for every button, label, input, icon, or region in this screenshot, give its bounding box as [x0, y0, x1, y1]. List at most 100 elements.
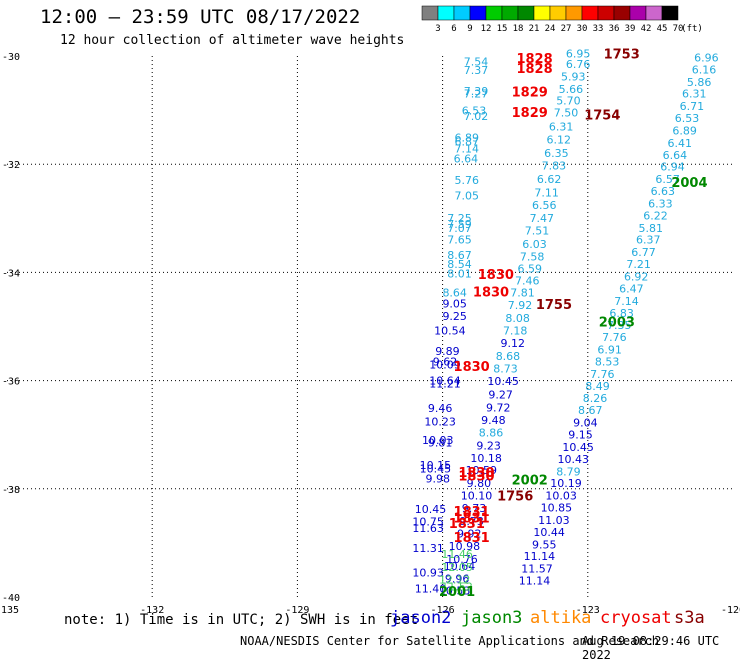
legend-altika: altika: [530, 608, 592, 628]
wave-height-value: 9.73: [459, 515, 484, 528]
colorbar-swatch: [549, 5, 567, 21]
wave-height-value: 10.45: [415, 503, 447, 516]
wave-height-value: 7.54: [464, 56, 489, 69]
wave-height-value: 6.89: [455, 131, 480, 144]
wave-height-value: 12.12: [439, 573, 471, 586]
colorbar-label: 24: [545, 24, 556, 34]
wave-height-value: 8.01: [447, 267, 472, 280]
colorbar-swatch: [581, 5, 599, 21]
wave-height-value: 7.05: [455, 189, 480, 202]
wave-height-value: 6.57: [655, 173, 680, 186]
track-time-labels: 1828182818291829175317542004183018301755…: [439, 48, 708, 600]
wave-height-value: 6.77: [631, 246, 656, 259]
wave-height-value: 8.49: [585, 380, 610, 393]
wave-height-value: 10.54: [434, 325, 466, 338]
x-tick-label: -126: [431, 605, 455, 616]
wave-height-value: 6.71: [680, 100, 705, 113]
wave-height-value: 6.47: [619, 282, 644, 295]
wave-height-value: 6.62: [537, 173, 562, 186]
wave-height-value: 6.87: [455, 135, 480, 148]
wave-height-value: 7.50: [554, 107, 579, 120]
wave-height-value: 7.76: [590, 368, 615, 381]
wave-height-value: 10.18: [470, 452, 502, 465]
x-tick-label: -123: [576, 605, 600, 616]
wave-height-value: 8.53: [595, 355, 620, 368]
wave-height-value: 9.05: [442, 298, 467, 311]
wave-height-value: 8.73: [493, 362, 518, 375]
wave-height-value: 7.51: [525, 225, 550, 238]
track-time-label: 1756: [497, 490, 533, 505]
track-time-label: 1830: [458, 470, 494, 485]
wave-height-value: 10.64: [429, 374, 461, 387]
wave-height-value: 7.14: [455, 142, 480, 155]
wave-height-value: 6.22: [643, 209, 668, 222]
wave-height-value: 10.45: [420, 463, 452, 476]
track-time-label: 1831: [454, 511, 490, 526]
colorbar-label: 12: [481, 24, 492, 34]
track-time-label: 1831: [454, 505, 490, 520]
track-time-label: 2003: [599, 316, 635, 331]
legend-s3a: s3a: [674, 608, 705, 628]
legend-jason3: jason3: [461, 608, 523, 628]
wave-height-value: 7.83: [542, 160, 567, 173]
wave-height-value: 8.79: [556, 465, 581, 478]
wave-height-value: 10.76: [446, 553, 478, 566]
chart-subtitle: 12 hour collection of altimeter wave hei…: [60, 33, 405, 48]
wave-height-value: 6.89: [672, 124, 697, 137]
wave-height-value: 6.35: [544, 147, 569, 160]
wave-height-value: 8.26: [583, 392, 608, 405]
wave-height-value: 6.59: [517, 262, 542, 275]
colorbar-label: 33: [593, 24, 604, 34]
wave-height-value: 7.11: [534, 187, 559, 200]
chart-grid: [7, 56, 733, 597]
track-time-label: 1830: [473, 286, 509, 301]
wave-height-value: 8.08: [505, 312, 530, 325]
wave-height-value: 10.98: [449, 540, 481, 553]
credit-text: NOAA/NESDIS Center for Satellite Applica…: [240, 634, 660, 648]
track-time-label: 1829: [512, 106, 548, 121]
wave-height-value: 10.03: [545, 490, 577, 503]
wave-height-value: 6.31: [549, 121, 574, 134]
wave-height-value: 7.35: [607, 319, 632, 332]
wave-height-value: 5.66: [559, 83, 584, 96]
track-time-label: 2004: [671, 176, 707, 191]
colorbar-label: 30: [577, 24, 588, 34]
generated-timestamp: Aug 19 08:29:46 UTC 2022: [582, 634, 720, 662]
wave-height-value: 6.95: [566, 48, 591, 61]
x-tick-label: -135: [0, 605, 19, 616]
y-tick-label: -40: [2, 593, 20, 604]
wave-height-value: 5.93: [561, 70, 586, 83]
colorbar-swatch: [629, 5, 647, 21]
wave-height-value: 10.75: [412, 516, 444, 529]
track-time-label: 1754: [584, 108, 620, 123]
track-time-label: 1828: [516, 52, 552, 67]
wave-height-value: 10.15: [420, 459, 452, 472]
wave-height-value: 9.72: [486, 401, 511, 414]
wave-height-value: 7.76: [602, 331, 627, 344]
wave-height-value: 10.64: [444, 560, 476, 573]
wave-height-value: 10.10: [461, 490, 493, 503]
colorbar-label: 21: [529, 24, 540, 34]
wave-height-value: 6.91: [597, 344, 622, 357]
wave-height-value: 6.31: [682, 88, 707, 101]
wave-height-value: 8.54: [447, 258, 472, 271]
colorbar-swatch: [597, 5, 615, 21]
wave-height-value: 7.25: [447, 212, 472, 225]
chart-title: 12:00 — 23:59 UTC 08/17/2022: [40, 6, 361, 28]
track-time-label: 2001: [439, 585, 475, 600]
colorbar-swatch: [613, 5, 631, 21]
wave-height-value: 5.81: [638, 222, 663, 235]
wave-height-value: 6.12: [547, 134, 572, 147]
colorbar-swatch: [437, 5, 455, 21]
wave-height-value: 7.59: [447, 218, 472, 231]
wave-height-value: 6.63: [651, 185, 676, 198]
colorbar-label: 6: [451, 24, 456, 34]
wave-height-value: 10.59: [466, 464, 498, 477]
wave-height-value: 10.09: [429, 359, 461, 372]
wave-height-value: 7.47: [530, 212, 555, 225]
colorbar-swatch: [565, 5, 583, 21]
wave-height-value: 6.03: [522, 238, 547, 251]
track-time-label: 1753: [604, 48, 640, 63]
colorbar-label: 27: [561, 24, 572, 34]
colorbar-swatch: [661, 5, 679, 21]
